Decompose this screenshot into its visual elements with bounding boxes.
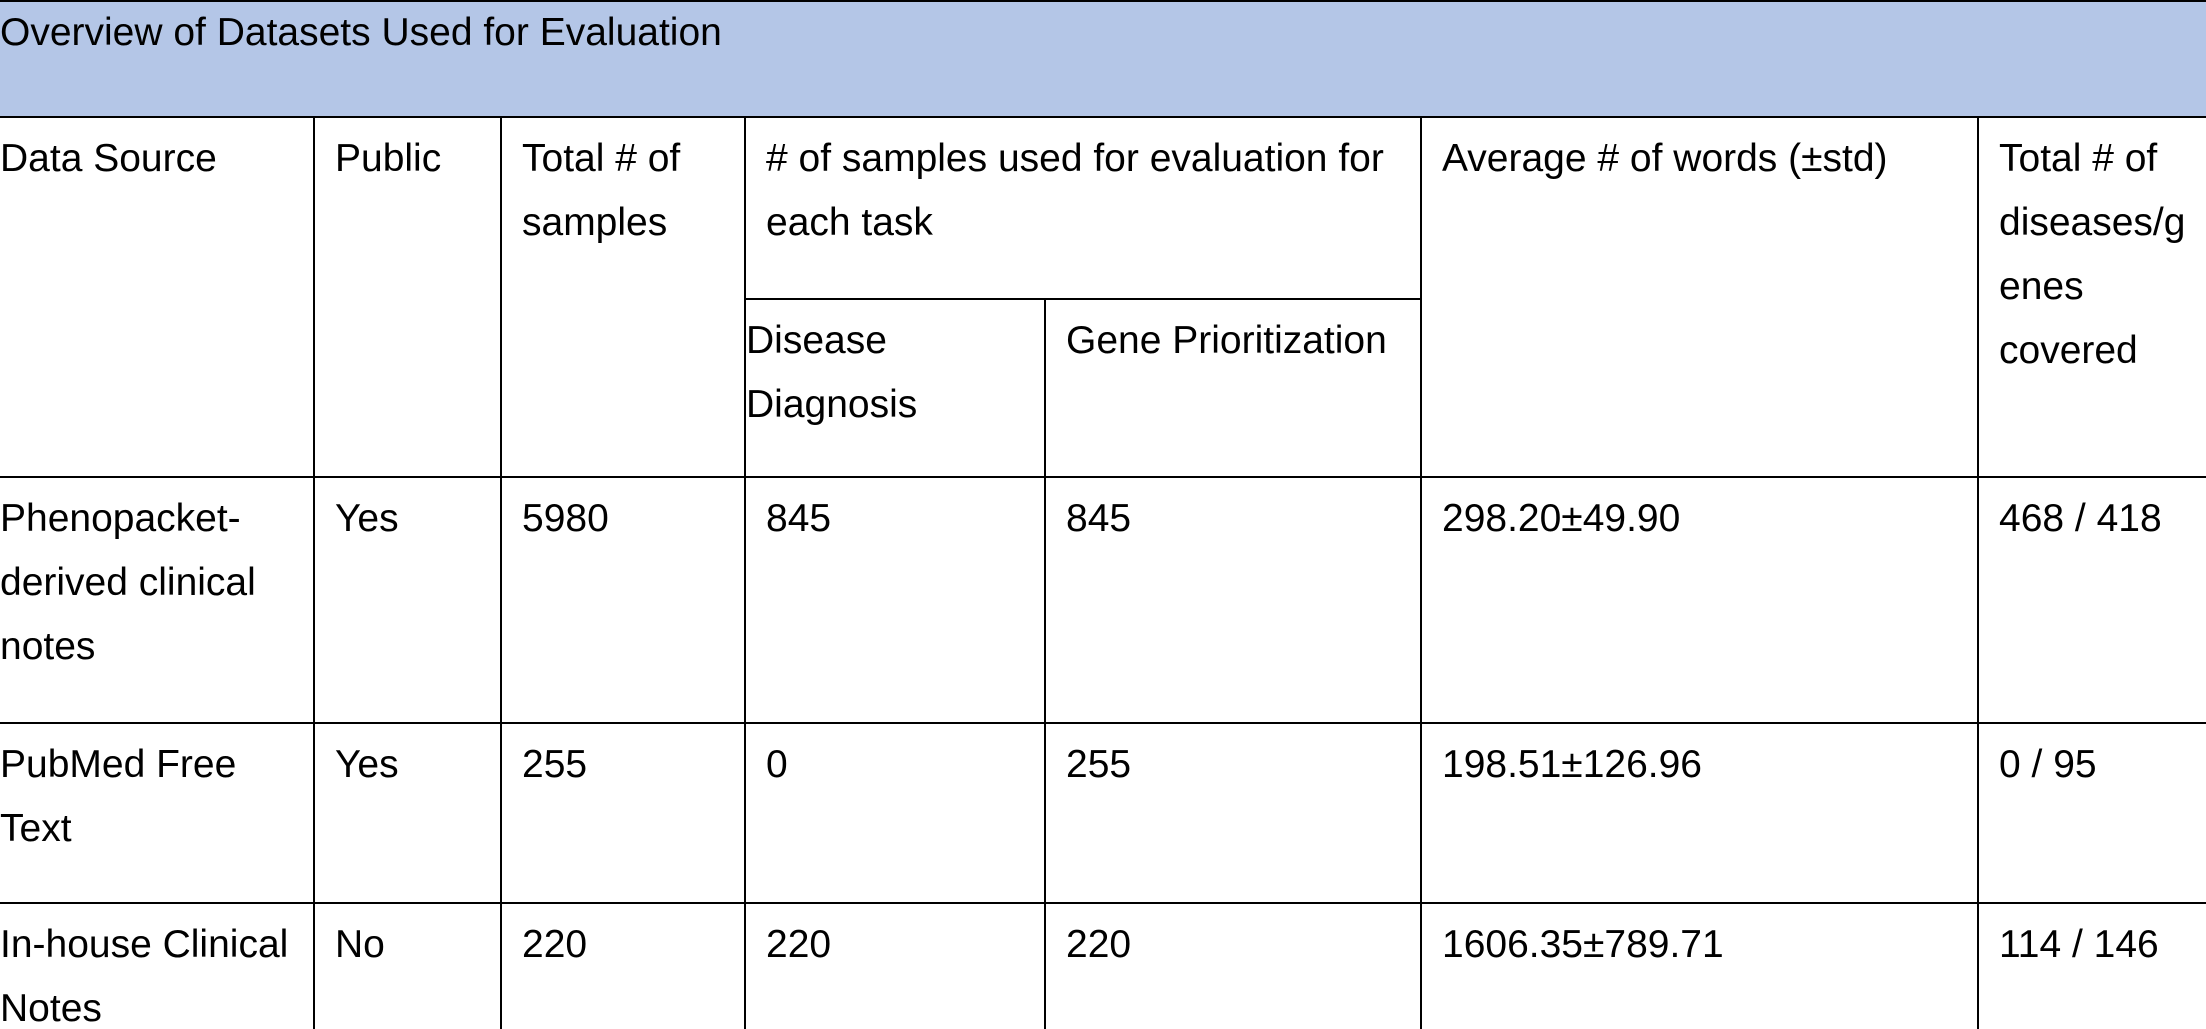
cell-data-source: In-house Clinical Notes [0,902,315,1029]
header-subrow: Disease Diagnosis Gene Prioritization [0,298,2206,478]
cell-average-words: 198.51±126.96 [1420,722,1979,904]
cell-diseases-genes: 114 / 146 [1977,902,2206,1029]
cell-gene-prioritization: 255 [1044,722,1422,904]
header-gene-prioritization: Gene Prioritization [1044,298,1421,478]
cell-average-words: 298.20±49.90 [1420,476,1979,724]
cell-diseases-genes: 0 / 95 [1977,722,2206,904]
cell-data-source: Phenopacket-derived clinical notes [0,476,315,724]
cell-diseases-genes: 468 / 418 [1977,476,2206,724]
header-row: Data Source Public Total # of samples # … [0,116,2206,478]
header-average-words: Average # of words (±std) [1420,116,1979,478]
cell-total-samples: 5980 [500,476,746,724]
table-caption: Overview of Datasets Used for Evaluation [0,0,2206,117]
cell-gene-prioritization: 220 [1044,902,1422,1029]
cell-disease-diagnosis: 0 [744,722,1046,904]
cell-disease-diagnosis: 845 [744,476,1046,724]
cell-data-source: PubMed Free Text [0,722,315,904]
datasets-table: Data Source Public Total # of samples # … [0,116,2206,1029]
cell-average-words: 1606.35±789.71 [1420,902,1979,1029]
header-samples-per-task: # of samples used for evaluation for eac… [744,116,1422,300]
header-data-source: Data Source [0,116,315,478]
table-row: Phenopacket-derived clinical notes Yes 5… [0,476,2206,724]
table-row: In-house Clinical Notes No 220 220 220 1… [0,902,2206,1029]
table-row: PubMed Free Text Yes 255 0 255 198.51±12… [0,722,2206,904]
cell-total-samples: 220 [500,902,746,1029]
header-diseases-genes: Total # of diseases/g enes covered [1977,116,2206,478]
cell-total-samples: 255 [500,722,746,904]
cell-public: No [313,902,502,1029]
cell-gene-prioritization: 845 [1044,476,1422,724]
cell-disease-diagnosis: 220 [744,902,1046,1029]
header-total-samples: Total # of samples [500,116,746,478]
cell-public: Yes [313,476,502,724]
header-disease-diagnosis: Disease Diagnosis [745,298,1046,478]
cell-public: Yes [313,722,502,904]
header-public: Public [313,116,502,478]
